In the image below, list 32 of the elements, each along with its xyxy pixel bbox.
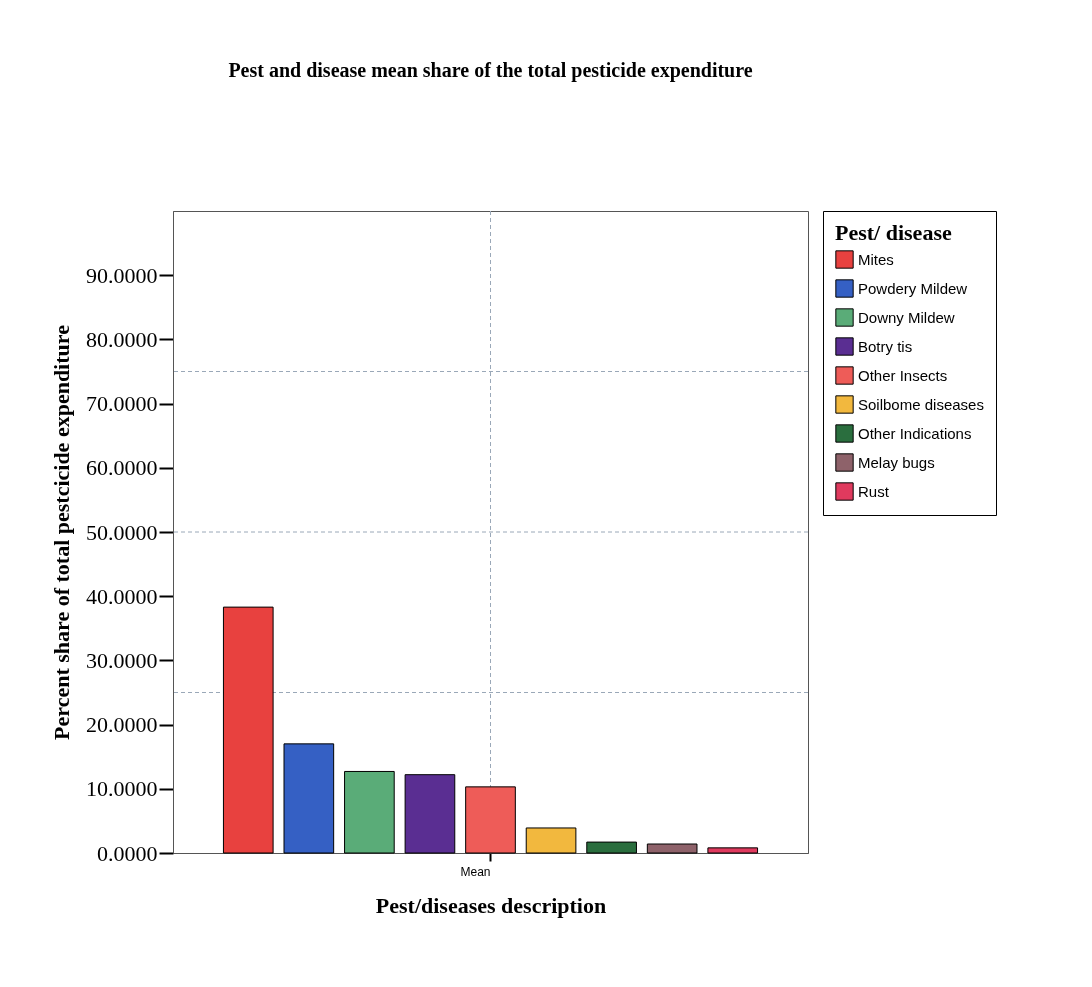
x-axis-title: Pest/diseases description [375, 892, 607, 918]
x-tick-label: Mean [460, 864, 491, 879]
y-tick-label: 10.0000 [86, 776, 158, 802]
legend-label: Powdery Mildew [858, 279, 968, 297]
y-tick-label: 30.0000 [86, 647, 158, 673]
bar [525, 827, 577, 854]
legend-label: Botry tis [858, 337, 913, 355]
bar [586, 841, 637, 854]
legend-label: Soilbome diseases [858, 395, 984, 413]
bar [222, 606, 274, 854]
legend-label: Other Indications [858, 424, 972, 442]
chart-title: Pest and disease mean share of the total pesticide expenditure [228, 58, 753, 82]
legend-label: Rust [858, 482, 890, 500]
y-tick-label: 60.0000 [86, 455, 158, 481]
y-tick-label: 0.0000 [97, 840, 158, 866]
y-tick-label: 80.0000 [86, 326, 158, 352]
legend-label: Mites [858, 250, 894, 268]
legend-label: Downy Mildew [858, 308, 955, 326]
legend-title: Pest/ disease [835, 220, 952, 245]
legend-label: Other Insects [858, 366, 948, 384]
bar [344, 770, 395, 854]
y-axis-title: Percent share of total pestcicide expenditure [49, 324, 74, 740]
legend-label: Melay bugs [858, 453, 935, 471]
y-tick-label: 70.0000 [86, 391, 158, 417]
bar [707, 847, 759, 854]
bar [646, 843, 698, 854]
bar [283, 743, 335, 854]
bar [404, 774, 456, 854]
y-tick-label: 20.0000 [86, 712, 158, 738]
y-tick-label: 50.0000 [86, 519, 158, 545]
y-tick-label: 90.0000 [86, 262, 158, 288]
y-tick-label: 40.0000 [86, 583, 158, 609]
